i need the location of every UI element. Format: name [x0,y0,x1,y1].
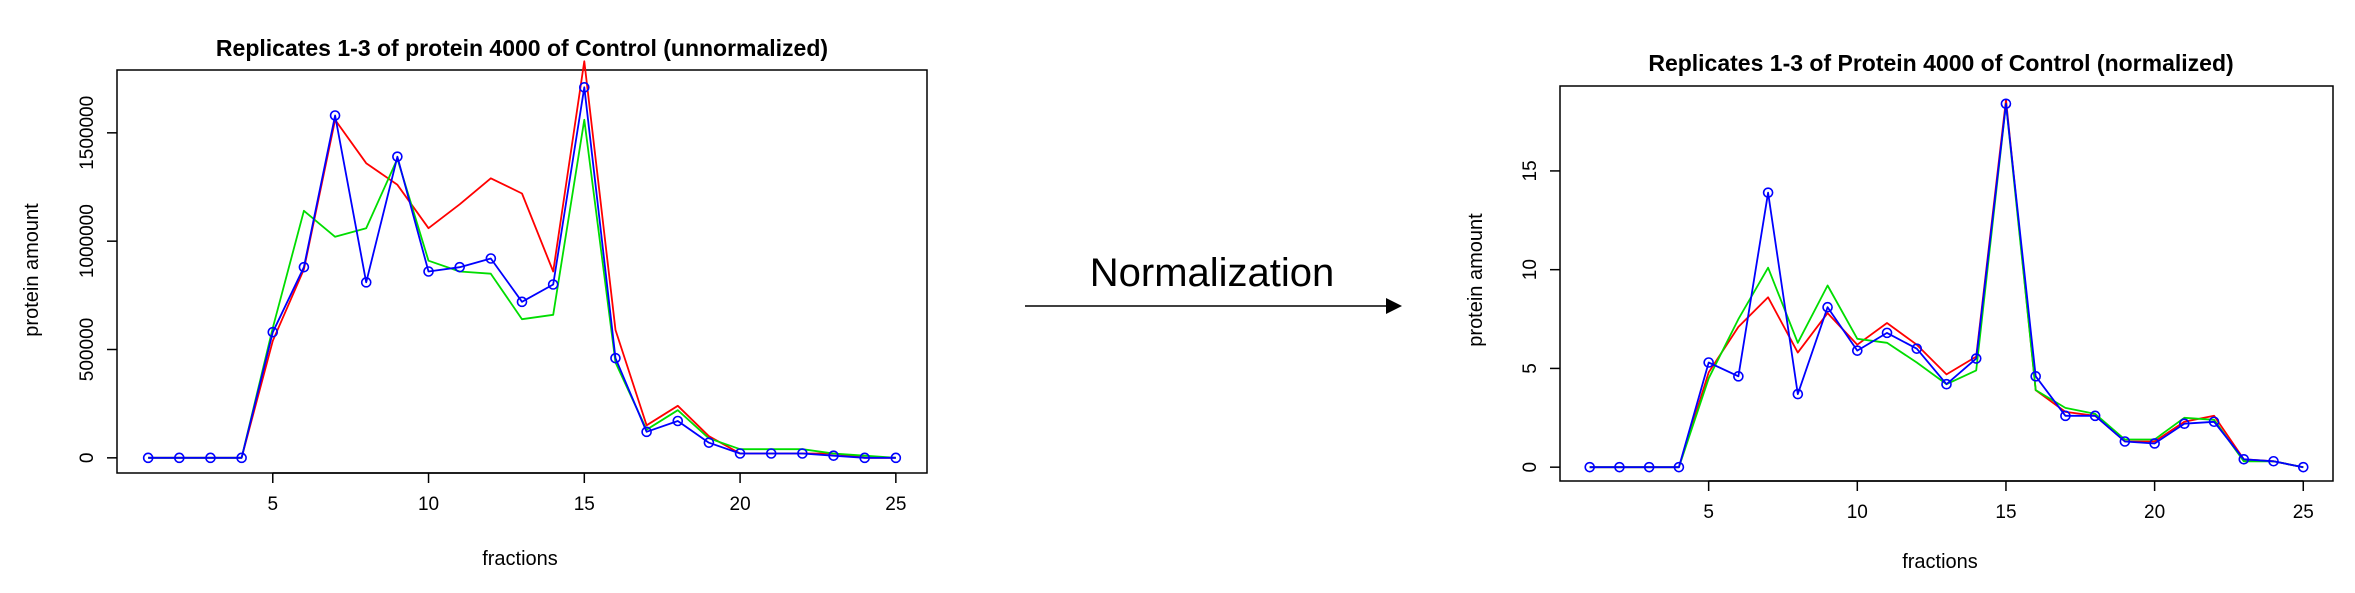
data-point [547,279,559,290]
x-tick-label: 25 [885,494,906,515]
normalization-arrow: Normalization [1025,251,1402,314]
data-point [454,261,465,273]
data-point [2060,410,2071,422]
data-point [2089,410,2101,422]
data-point [2179,418,2190,430]
data-point [516,296,528,308]
data-point [142,452,154,464]
series-line-2 [148,118,896,459]
x-axis-label: fractions [1902,551,1978,573]
series-line-2 [1589,102,2304,469]
data-point [1614,461,1625,473]
y-tick-label: 0 [77,453,98,464]
y-tick-label: 1000000 [77,204,98,278]
y-tick-label: 15 [1520,160,1541,181]
data-point [1792,388,1804,400]
data-point [267,326,279,338]
series-line-1 [1589,98,2304,469]
x-tick-label: 10 [1847,502,1868,523]
data-point [423,266,434,277]
chart-normalized: Replicates 1-3 of Protein 4000 of Contro… [1465,50,2334,573]
data-point [1643,461,1655,473]
series-line-3 [1589,102,2304,469]
y-axis-label: protein amount [21,203,43,337]
y-tick-label: 5 [1520,363,1541,374]
chart-title: Replicates 1-3 of Protein 4000 of Contro… [1648,50,2233,76]
y-axis: 0 5 10 15 [1520,160,1560,472]
data-point [1673,461,1685,473]
plot-frame [1559,85,2334,482]
data-point [2268,455,2279,467]
x-tick-label: 5 [267,494,278,515]
data-point [2149,438,2160,449]
y-tick-label: 0 [1520,462,1541,473]
data-point [392,151,403,162]
data-point [1970,353,1982,364]
x-axis: 5 10 15 20 25 [267,472,906,515]
data-point [236,452,247,464]
x-tick-label: 15 [574,494,595,515]
y-tick-label: 10 [1520,259,1541,280]
data-point [205,452,216,464]
series-line-1 [148,60,896,459]
x-tick-label: 15 [1995,502,2016,523]
data-point [2208,416,2220,428]
data-point [672,415,684,427]
data-point [890,452,902,464]
data-point [2119,436,2131,447]
data-point [298,261,310,273]
series-line-3 [148,86,896,459]
x-tick-label: 25 [2293,502,2314,523]
x-tick-label: 20 [730,494,751,515]
series-layer [1584,98,2309,473]
data-point [360,277,372,288]
data-point [1941,378,1952,390]
arrow-label: Normalization [1090,251,1335,295]
chart-unnormalized: Replicates 1-3 of protein 4000 of Contro… [21,35,928,570]
series-layer [142,60,902,464]
data-point [1911,343,1923,354]
data-point [765,448,777,459]
chart-title: Replicates 1-3 of protein 4000 of Contro… [216,35,828,61]
data-point [2000,98,2012,110]
y-axis-label: protein amount [1465,213,1487,347]
data-point [1822,301,1833,313]
data-point [329,110,341,121]
y-axis: 0 500000 1000000 1500000 [77,96,117,463]
data-point [1584,461,1596,473]
x-tick-label: 5 [1703,502,1714,523]
data-point [1881,327,1893,339]
y-tick-label: 500000 [77,318,98,381]
data-point [610,352,621,364]
data-point [828,450,839,461]
data-point [174,452,185,464]
data-point [485,253,497,264]
data-point [703,437,715,448]
data-point [1703,357,1714,368]
data-point [734,448,746,459]
arrow-head-icon [1386,298,1402,314]
data-point [859,452,870,464]
x-tick-label: 20 [2144,502,2165,523]
data-point [641,426,652,438]
data-point [797,448,808,459]
x-axis-label: fractions [482,548,558,570]
data-point [2030,371,2041,382]
y-tick-label: 1500000 [77,96,98,170]
data-point [2297,461,2309,473]
x-axis: 5 10 15 20 25 [1703,480,2314,523]
data-point [1762,187,1774,198]
data-point [579,82,590,93]
x-tick-label: 10 [418,494,439,515]
plot-frame [116,69,928,474]
data-point [1852,345,1863,356]
data-point [2238,453,2250,465]
data-point [1733,371,1744,382]
